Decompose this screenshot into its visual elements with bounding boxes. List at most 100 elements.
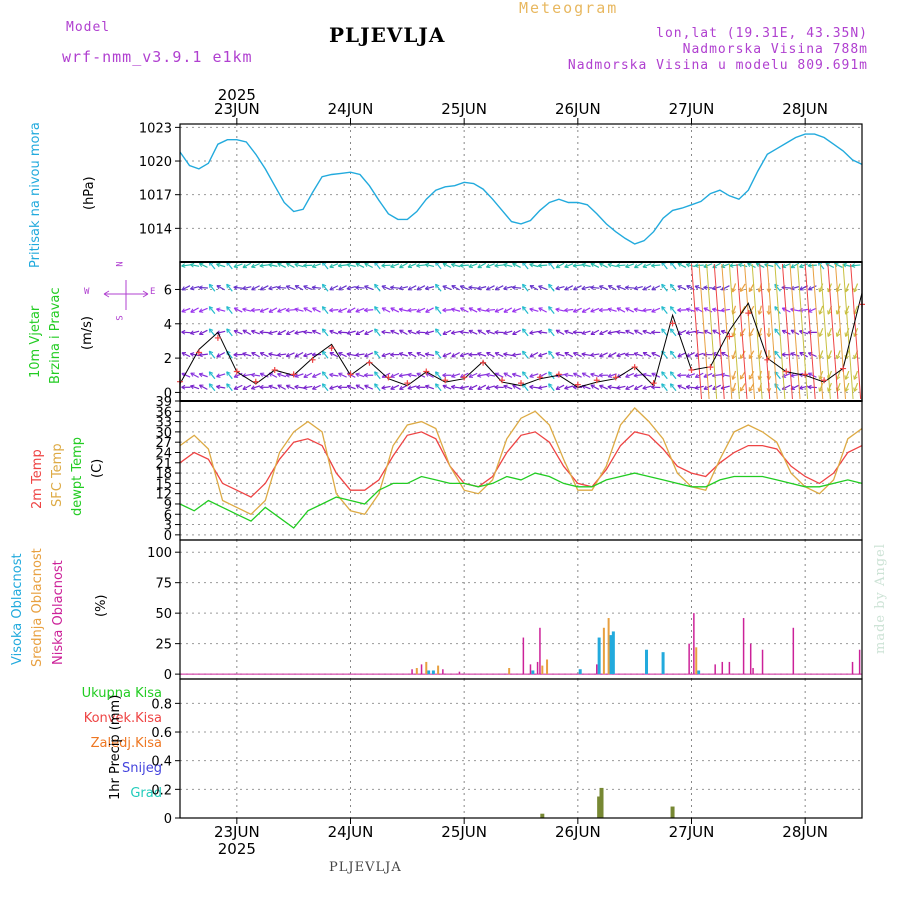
wind-arrow-head bbox=[190, 308, 195, 313]
wind-arrow bbox=[216, 308, 226, 312]
compass-e: E bbox=[150, 287, 156, 297]
wind-arrow bbox=[216, 285, 226, 291]
wind-arrow bbox=[808, 307, 817, 313]
low-cloud-bar bbox=[714, 664, 716, 675]
pressure-tick-label: 1014 bbox=[139, 222, 172, 237]
wind-arrow-head bbox=[642, 329, 647, 335]
wind-arrow-head bbox=[799, 263, 804, 269]
wind-arrow bbox=[442, 262, 452, 269]
wind-arrow-head bbox=[259, 372, 265, 377]
wind-arrow-head bbox=[503, 330, 508, 335]
temp-tick-label: 24 bbox=[155, 446, 172, 461]
wind-arrow bbox=[277, 329, 286, 335]
wind-arrow-head bbox=[346, 285, 351, 291]
wind-arrow-head bbox=[398, 307, 404, 313]
wind-arrow bbox=[661, 283, 668, 292]
wind-arrow bbox=[774, 328, 781, 337]
wind-arrow-head bbox=[442, 262, 448, 267]
wind-arrow-head bbox=[686, 285, 691, 290]
wind-arrow-head bbox=[633, 385, 639, 390]
wind-gust-line bbox=[759, 263, 771, 400]
wind-arrow bbox=[669, 328, 677, 337]
wind-arrow-head bbox=[564, 352, 569, 357]
wind-arrow-head bbox=[624, 352, 629, 358]
wind-arrow bbox=[581, 353, 591, 357]
wind-arrow bbox=[712, 285, 722, 290]
wind-arrow-head bbox=[181, 286, 187, 291]
wind-gust-line bbox=[819, 263, 831, 400]
wind-arrow bbox=[233, 307, 243, 313]
wind-arrow-head bbox=[277, 262, 282, 268]
bottom-day-label: 26JUN bbox=[555, 823, 601, 841]
wind-arrow bbox=[572, 264, 583, 267]
wind-arrow bbox=[616, 307, 626, 313]
wind-arrow-head bbox=[337, 263, 343, 268]
legend-snow: Snijeg bbox=[122, 761, 162, 776]
wind-arrow bbox=[529, 386, 539, 389]
wind-arrow bbox=[233, 286, 243, 289]
wind-arrow-head bbox=[424, 384, 430, 390]
wind-arrow-head bbox=[250, 307, 255, 313]
wind-arrow bbox=[732, 283, 737, 293]
wind-arrow bbox=[303, 285, 313, 291]
wind-gust-marker bbox=[669, 320, 676, 327]
wind-arrow bbox=[329, 385, 339, 390]
wind-arrow-head bbox=[390, 352, 395, 358]
wind-arrow-head bbox=[346, 308, 352, 313]
wind-arrow-head bbox=[233, 307, 239, 312]
wind-arrow-head bbox=[853, 375, 858, 380]
wind-arrow bbox=[407, 385, 417, 390]
wind-arrow bbox=[625, 307, 635, 313]
wind-arrow bbox=[485, 308, 496, 312]
low-cloud-bar bbox=[539, 627, 541, 675]
wind-arrow bbox=[407, 352, 417, 358]
wind-arrow bbox=[625, 263, 635, 268]
wind-arrow bbox=[853, 305, 859, 315]
wind-arrow-head bbox=[485, 372, 491, 378]
wind-arrow bbox=[346, 385, 356, 390]
wind-arrow-head bbox=[599, 353, 604, 358]
wind-arrow-head bbox=[555, 385, 561, 390]
wind-arrow-head bbox=[590, 285, 595, 290]
wind-arrow bbox=[548, 350, 555, 359]
wind-arrow-head bbox=[226, 328, 231, 333]
wind-gust-marker bbox=[688, 367, 695, 374]
wind-arrow bbox=[555, 308, 565, 312]
wind-arrow-head bbox=[416, 308, 421, 313]
sfc-temp-line bbox=[179, 406, 863, 516]
wind-arrow bbox=[477, 384, 487, 390]
wind-gust-line bbox=[698, 263, 710, 400]
wind-arrow-head bbox=[198, 285, 203, 291]
wind-arrow bbox=[199, 307, 208, 313]
wind-arrow-head bbox=[451, 285, 456, 290]
wind-arrow bbox=[607, 373, 617, 378]
wind-arrow bbox=[190, 263, 200, 267]
wind-arrow bbox=[703, 307, 713, 313]
wind-arrow bbox=[677, 285, 687, 291]
wind-arrow-head bbox=[477, 307, 482, 313]
wind-arrow-head bbox=[451, 353, 456, 358]
wind-arrow-head bbox=[616, 329, 621, 335]
wind-arrow bbox=[347, 307, 356, 313]
wind-arrow-head bbox=[468, 385, 474, 390]
wind-arrow bbox=[503, 263, 513, 268]
wind-arrow-head bbox=[242, 263, 247, 269]
wind-arrow-head bbox=[181, 263, 186, 268]
wind-gust-marker bbox=[271, 367, 278, 374]
wind-arrow-head bbox=[633, 373, 638, 378]
wind-arrow bbox=[477, 286, 487, 290]
wind-arrow bbox=[616, 352, 626, 357]
wind-arrow-head bbox=[294, 330, 299, 335]
wind-arrow-head bbox=[285, 353, 291, 358]
wind-arrow-head bbox=[634, 329, 639, 334]
low-cloud-bar bbox=[522, 637, 525, 675]
wind-arrow bbox=[581, 286, 591, 290]
wind-arrow bbox=[548, 328, 555, 337]
wind-gust-line bbox=[751, 263, 763, 400]
wind-arrow-head bbox=[468, 373, 474, 378]
precip-tick-label: 0.6 bbox=[151, 726, 172, 741]
wind-arrow-head bbox=[277, 330, 282, 336]
wind-gust-line bbox=[781, 263, 793, 400]
wind-arrow-head bbox=[677, 285, 682, 290]
wind-arrow bbox=[651, 264, 661, 267]
